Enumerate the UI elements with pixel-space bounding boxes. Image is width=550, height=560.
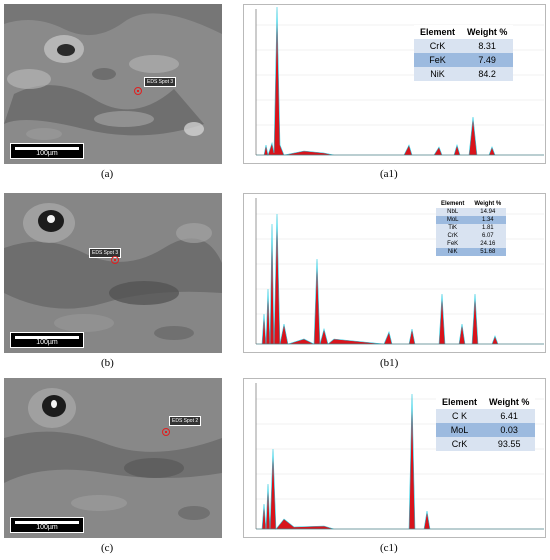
eds-table-c: Element Weight % C K 6.41 MoL 0.03 CrK 93.55 xyxy=(436,395,536,451)
panel-b: EDS Spot 3 100µm Element Weight % NbL 14.9… xyxy=(0,189,550,375)
sem-image-c: EDS Spot 2 100µm xyxy=(4,378,222,538)
eds-spectrum-a: Element Weight % CrK 8.31 FeK 7.49 NiK 84.2 xyxy=(243,4,546,164)
caption-c1: (c1) xyxy=(380,542,398,554)
eds-spot-marker xyxy=(111,256,119,264)
scale-bar: 100µm xyxy=(10,517,84,533)
scale-bar: 100µm xyxy=(10,143,84,159)
eds-spot-marker xyxy=(162,428,170,436)
eds-spectrum-b: Element Weight % NbL 14.94 MoL 1.34 TiK 1.81… xyxy=(243,193,546,353)
caption-c: (c) xyxy=(101,542,114,554)
caption-b1: (b1) xyxy=(380,357,399,369)
eds-spectrum-c: Element Weight % C K 6.41 MoL 0.03 CrK 93.55 xyxy=(243,378,546,538)
eds-spot-label: EDS Spot 3 xyxy=(144,77,177,87)
caption-a1: (a1) xyxy=(380,168,398,180)
caption-a: (a) xyxy=(101,168,114,180)
caption-b: (b) xyxy=(101,357,114,369)
eds-spot-label: EDS Spot 2 xyxy=(169,416,202,426)
panel-c: EDS Spot 2 100µm Element Weight % C K 6.41… xyxy=(0,374,550,560)
eds-spot-label: EDS Spot 3 xyxy=(89,248,122,258)
eds-spot-marker xyxy=(134,87,142,95)
eds-table-a: Element Weight % CrK 8.31 FeK 7.49 NiK 84.2 xyxy=(414,25,514,81)
sem-image-a: EDS Spot 3 100µm xyxy=(4,4,222,164)
sem-image-b: EDS Spot 3 100µm xyxy=(4,193,222,353)
eds-table-b: Element Weight % NbL 14.94 MoL 1.34 TiK 1.81… xyxy=(436,200,507,256)
scale-bar: 100µm xyxy=(10,332,84,348)
panel-a: EDS Spot 3 100µm Element Weight % CrK 8.31… xyxy=(0,0,550,186)
